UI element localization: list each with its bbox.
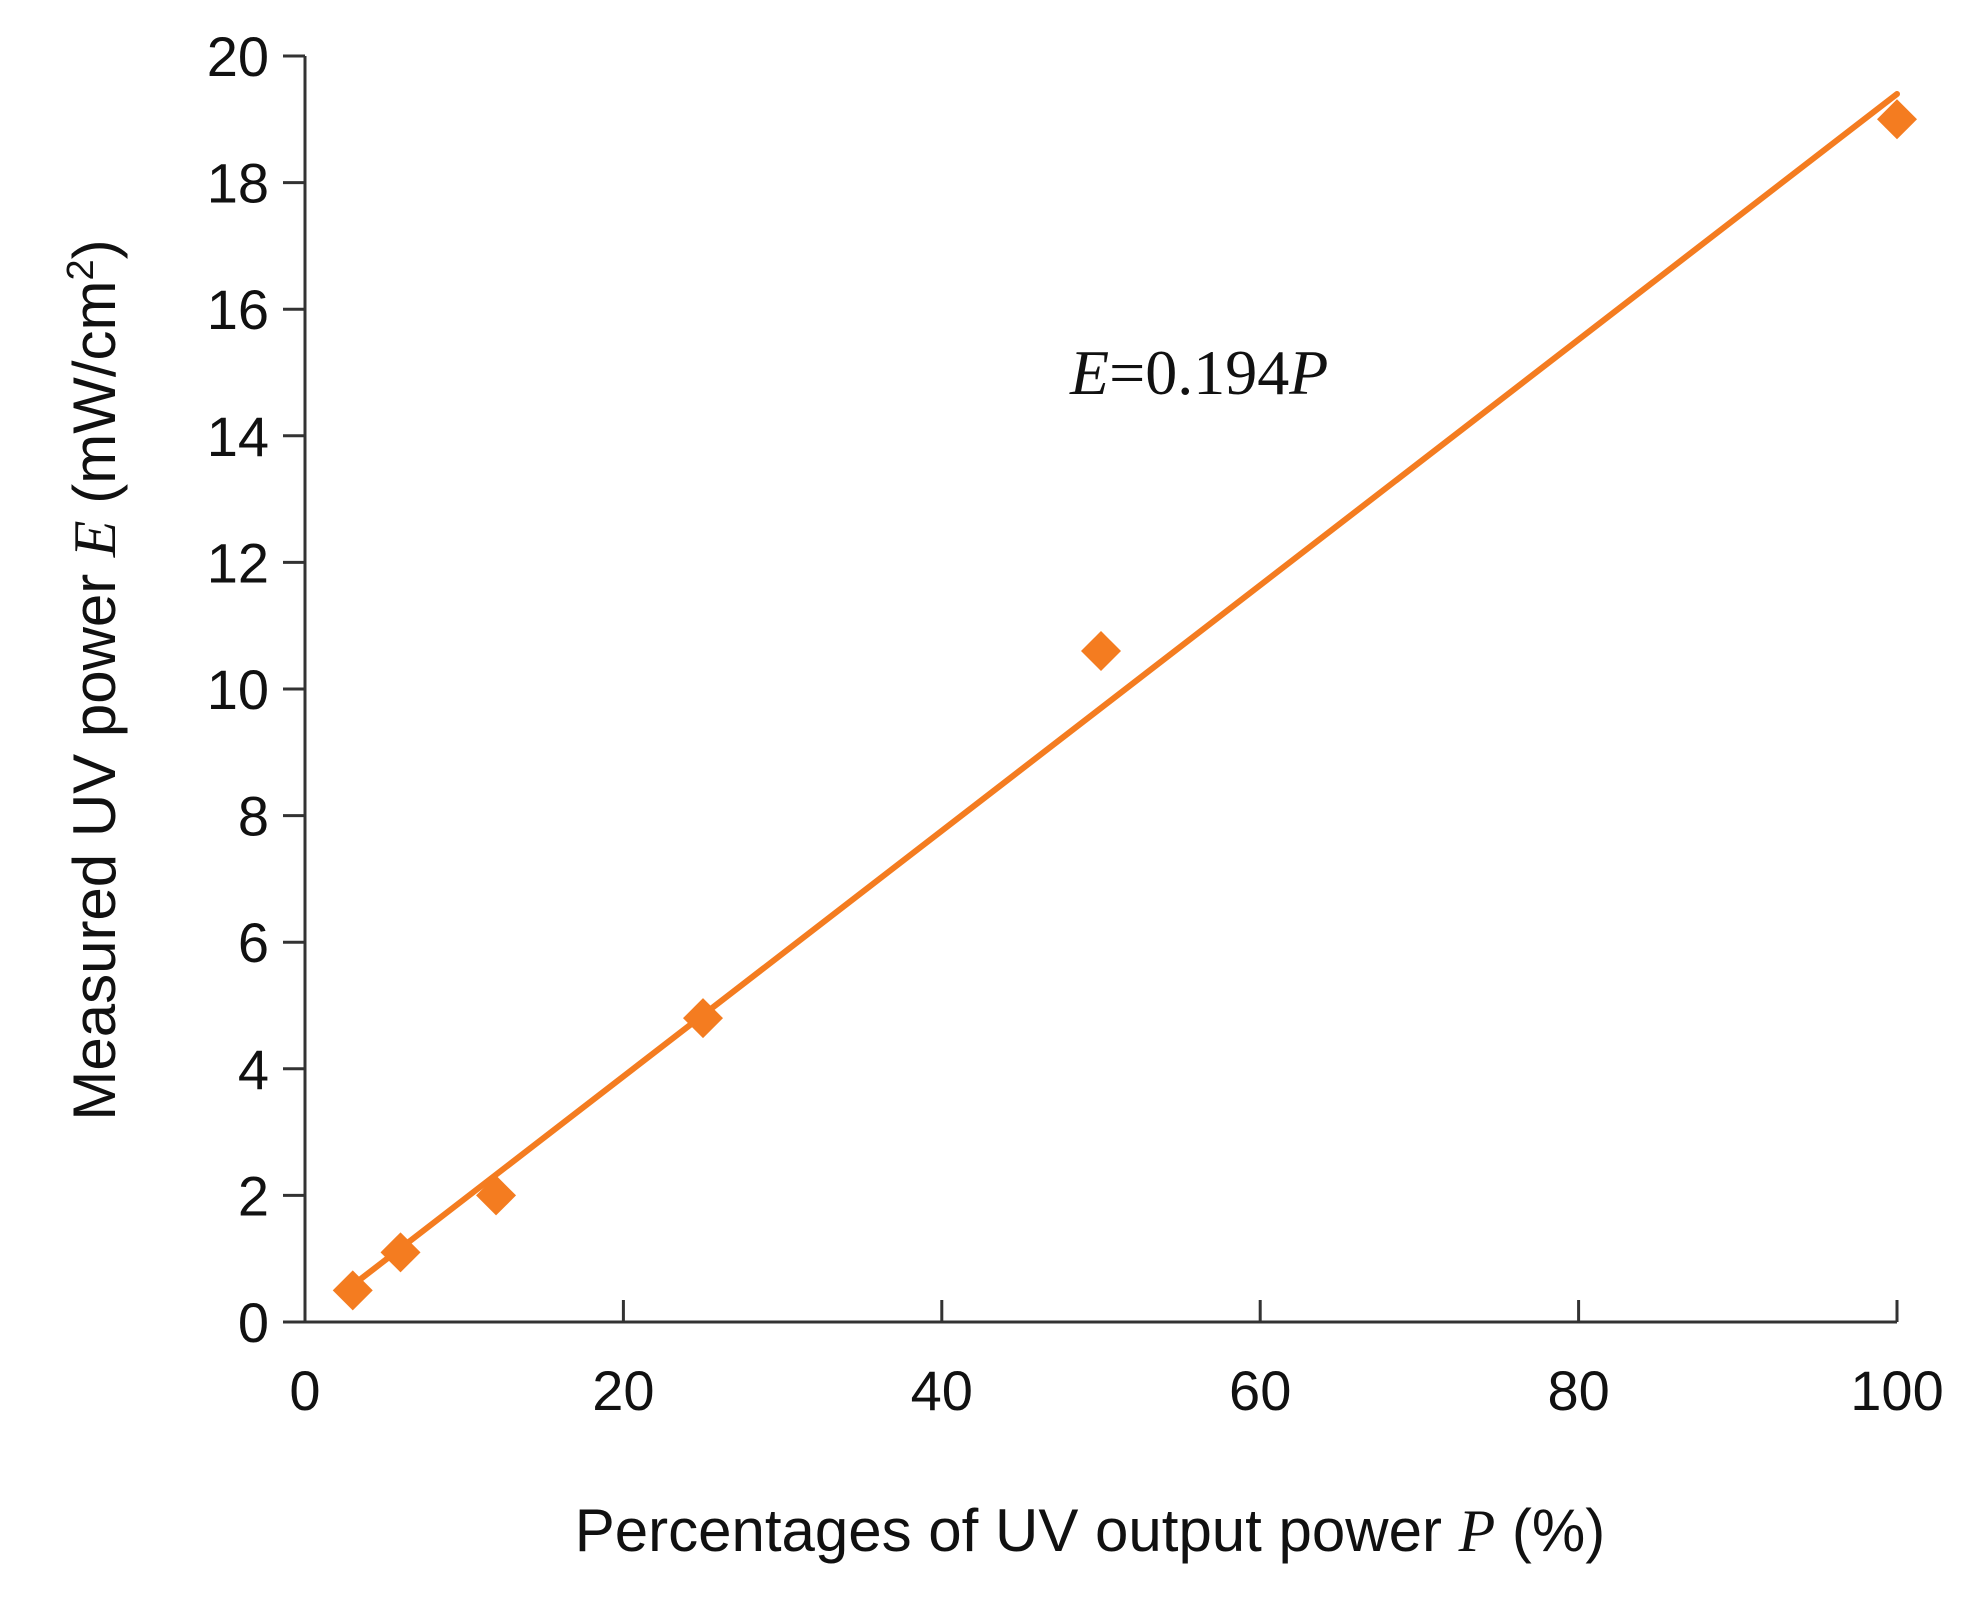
y-tick-label: 14	[207, 405, 269, 468]
x-tick-label: 100	[1850, 1359, 1943, 1422]
y-tick-label: 20	[207, 25, 269, 88]
y-axis-title-sup: 2	[60, 259, 102, 280]
y-tick-label: 16	[207, 278, 269, 341]
y-tick-label: 0	[238, 1291, 269, 1354]
equation-body: =0.194	[1109, 337, 1289, 408]
x-tick-label: 60	[1229, 1359, 1291, 1422]
equation-var-e: E	[1069, 337, 1109, 408]
y-axis-title: Measured UV power E (mW/cm2)	[60, 239, 128, 1120]
data-point	[1081, 631, 1121, 672]
x-tick-label: 20	[592, 1359, 654, 1422]
axes	[303, 56, 1897, 1324]
y-tick-label: 6	[238, 911, 269, 974]
y-tick-label: 18	[207, 152, 269, 215]
x-tick-label: 80	[1547, 1359, 1609, 1422]
x-axis-title: Percentages of UV output power P (%)	[575, 1497, 1606, 1564]
y-axis-title-unit: (mW/cm	[61, 280, 128, 520]
data-point	[380, 1232, 421, 1273]
data-point	[332, 1270, 373, 1311]
fit-line-group	[349, 90, 1900, 1289]
fit-equation: E=0.194P	[1069, 337, 1328, 408]
x-tick-label: 40	[911, 1359, 973, 1422]
data-points	[332, 99, 1917, 1311]
y-tick-label: 12	[207, 531, 269, 594]
x-axis-title-var: P	[1458, 1498, 1496, 1564]
y-axis-title-close: )	[61, 239, 128, 259]
y-tick-label: 10	[207, 658, 269, 721]
y-tick-label: 8	[238, 785, 269, 848]
data-point	[1877, 99, 1917, 140]
fit-line	[349, 90, 1900, 1289]
x-axis-title-prefix: Percentages of UV output power	[575, 1497, 1459, 1564]
y-axis-title-var: E	[62, 520, 128, 558]
x-tick-label: 0	[289, 1359, 320, 1422]
y-axis-title-prefix: Measured UV power	[61, 557, 128, 1121]
equation-var-p: P	[1288, 337, 1328, 408]
ticks: 0 2 4 6 8 10 12 14 16 18 20 0 20 40 60 80 100	[207, 25, 1944, 1422]
y-tick-label: 4	[238, 1038, 269, 1101]
data-point	[683, 998, 723, 1039]
x-axis-title-suffix: (%)	[1495, 1497, 1605, 1564]
y-tick-label: 2	[238, 1164, 269, 1227]
data-point	[476, 1175, 517, 1216]
